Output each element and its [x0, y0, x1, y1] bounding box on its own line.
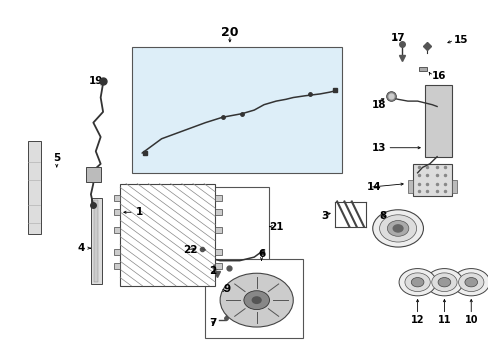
Circle shape [392, 225, 402, 232]
Text: 20: 20 [221, 27, 238, 40]
Text: 3: 3 [321, 211, 328, 221]
Circle shape [458, 273, 483, 292]
Circle shape [252, 297, 261, 303]
Text: 16: 16 [431, 71, 446, 81]
Bar [86, 167, 101, 182]
Circle shape [437, 278, 450, 287]
Bar [215, 263, 221, 269]
Text: 4: 4 [77, 243, 84, 253]
Circle shape [398, 269, 435, 296]
Text: 12: 12 [410, 315, 424, 325]
Bar [412, 164, 451, 196]
Bar [215, 227, 221, 233]
Bar [91, 198, 102, 284]
Text: 8: 8 [379, 211, 386, 221]
Text: 1: 1 [136, 207, 143, 217]
Circle shape [431, 273, 456, 292]
Circle shape [244, 291, 269, 310]
Text: 10: 10 [464, 315, 477, 325]
Text: 5: 5 [53, 153, 61, 163]
Circle shape [425, 269, 462, 296]
Circle shape [220, 273, 293, 327]
Text: 19: 19 [88, 76, 103, 86]
Text: 13: 13 [370, 143, 385, 153]
Bar [114, 249, 120, 255]
Bar [451, 180, 456, 193]
Circle shape [410, 278, 423, 287]
Bar [114, 210, 120, 215]
Text: 21: 21 [268, 222, 283, 231]
Bar [215, 195, 221, 201]
Circle shape [379, 215, 416, 242]
Bar [407, 180, 412, 193]
Text: 6: 6 [257, 248, 264, 258]
Bar [114, 227, 120, 233]
Circle shape [386, 221, 408, 236]
Bar [27, 140, 41, 234]
Text: 9: 9 [224, 284, 230, 294]
Bar [215, 249, 221, 255]
Bar [114, 195, 120, 201]
Bar [114, 263, 120, 269]
Bar [152, 187, 268, 266]
Text: 18: 18 [370, 100, 385, 110]
Circle shape [452, 269, 488, 296]
Bar [424, 85, 451, 157]
Bar [94, 200, 98, 282]
Text: 11: 11 [437, 315, 450, 325]
Text: 22: 22 [183, 245, 198, 255]
Bar [205, 259, 303, 338]
Text: 14: 14 [366, 182, 380, 192]
Circle shape [372, 210, 423, 247]
Circle shape [404, 273, 429, 292]
Bar [215, 210, 221, 215]
Bar [120, 184, 215, 286]
Text: 17: 17 [390, 33, 405, 43]
Bar [418, 67, 427, 71]
Circle shape [464, 278, 477, 287]
Bar [132, 47, 341, 173]
Text: 15: 15 [453, 35, 468, 45]
Text: 2: 2 [209, 266, 216, 276]
Text: 7: 7 [209, 319, 216, 328]
